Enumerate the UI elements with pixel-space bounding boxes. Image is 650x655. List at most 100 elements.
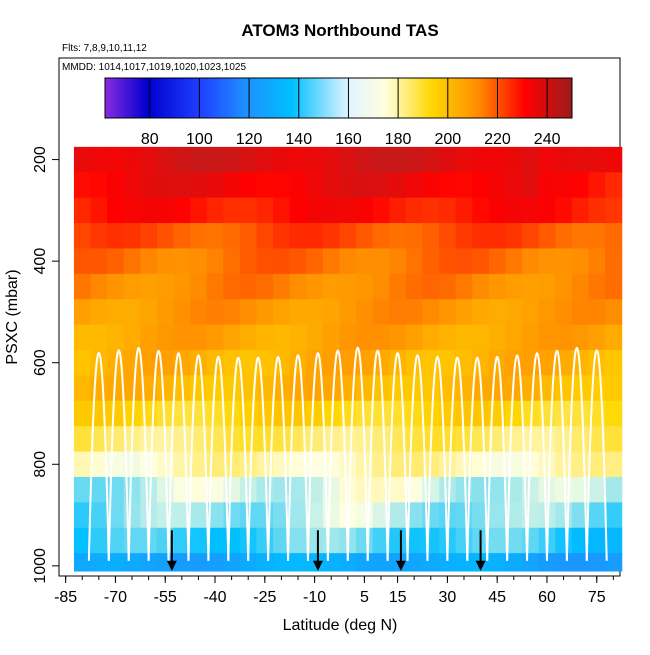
flight-profile-line xyxy=(147,349,170,561)
heatmap-cell xyxy=(505,197,523,224)
heatmap-cell xyxy=(538,451,556,478)
heatmap-cell xyxy=(173,223,191,250)
heatmap-cell xyxy=(605,350,623,377)
heatmap-cell xyxy=(123,553,141,572)
flight-profile-line xyxy=(207,355,230,561)
heatmap-cell xyxy=(107,400,125,427)
heatmap-cell xyxy=(306,146,324,173)
colorbar-tick-label: 140 xyxy=(285,131,312,148)
heatmap-cell xyxy=(123,324,141,351)
heatmap-cell xyxy=(455,248,473,275)
heatmap-cell xyxy=(306,172,324,199)
heatmap-cell xyxy=(156,248,175,275)
heatmap-cell xyxy=(73,553,92,572)
heatmap-cell xyxy=(555,299,573,326)
heatmap-cell xyxy=(488,223,507,250)
flight-profile-line xyxy=(306,352,329,561)
heatmap-cell xyxy=(472,451,490,478)
heatmap-cell xyxy=(488,146,507,173)
heatmap-cell xyxy=(472,273,490,300)
heatmap-cell xyxy=(422,223,440,250)
heatmap-cell xyxy=(223,400,241,427)
heatmap-cell xyxy=(472,146,490,173)
heatmap-cell xyxy=(123,273,141,300)
y-tick-label: 200 xyxy=(32,146,49,173)
heatmap-cell xyxy=(405,400,424,427)
heatmap-cell xyxy=(356,502,374,529)
heatmap-cell xyxy=(190,172,208,199)
heatmap-cell xyxy=(472,299,490,326)
heatmap-cell xyxy=(588,197,606,224)
heatmap-cell xyxy=(206,146,224,173)
heatmap-cell xyxy=(140,426,158,453)
heatmap-cell xyxy=(405,273,424,300)
heatmap-cell xyxy=(522,197,540,224)
colorbar-ticks: 80 100 120 140 160 180 200 220 240 xyxy=(141,78,561,148)
heatmap-cell xyxy=(538,273,556,300)
heatmap-cell xyxy=(239,553,258,572)
heatmap-cell xyxy=(190,476,208,503)
heatmap-cell xyxy=(389,273,407,300)
heatmap-cell xyxy=(206,502,224,529)
heatmap-cell xyxy=(289,197,307,224)
heatmap-cell xyxy=(555,324,573,351)
heatmap-cell xyxy=(422,324,440,351)
flight-profile-line xyxy=(227,356,250,561)
heatmap-cell xyxy=(273,527,291,554)
heatmap-cell xyxy=(538,197,556,224)
heatmap-cell xyxy=(439,426,457,453)
heatmap-cell xyxy=(339,553,357,572)
heatmap-cell xyxy=(505,553,523,572)
heatmap-cell xyxy=(555,527,573,554)
heatmap-cell xyxy=(273,172,291,199)
heatmap-cell xyxy=(372,299,390,326)
heatmap-cell xyxy=(389,172,407,199)
heatmap-cell xyxy=(555,375,573,402)
heatmap-cell xyxy=(123,502,141,529)
heatmap-cell xyxy=(306,197,324,224)
heatmap-cell xyxy=(73,223,92,250)
heatmap-cell xyxy=(206,172,224,199)
latitude-marker-arrow xyxy=(475,560,486,571)
heatmap-cell xyxy=(339,197,357,224)
heatmap-cell xyxy=(173,451,191,478)
heatmap-cell xyxy=(90,350,108,377)
heatmap-cell xyxy=(488,451,507,478)
heatmap-cell xyxy=(522,299,540,326)
heatmap-cell xyxy=(73,324,92,351)
heatmap-cell xyxy=(389,426,407,453)
heatmap-cell xyxy=(455,400,473,427)
heatmap-cell xyxy=(588,527,606,554)
heatmap-cell xyxy=(206,553,224,572)
heatmap-cell xyxy=(405,502,424,529)
heatmap-cell xyxy=(306,502,324,529)
heatmap-cell xyxy=(256,172,274,199)
heatmap-cell xyxy=(73,400,92,427)
heatmap-cell xyxy=(256,375,274,402)
heatmap-cell xyxy=(306,223,324,250)
colorbar-tick-label: 200 xyxy=(434,131,461,148)
heatmap-cell xyxy=(90,502,108,529)
heatmap-cell xyxy=(206,324,224,351)
heatmap-cell xyxy=(256,553,274,572)
heatmap-cell xyxy=(339,299,357,326)
heatmap-cell xyxy=(422,146,440,173)
heatmap-cell xyxy=(588,350,606,377)
heatmap-cell xyxy=(372,324,390,351)
heatmap-cell xyxy=(190,146,208,173)
flight-profile-line xyxy=(545,349,568,561)
heatmap-cell xyxy=(239,375,258,402)
heatmap-cell xyxy=(206,197,224,224)
heatmap-cell xyxy=(123,375,141,402)
heatmap-cell xyxy=(156,172,175,199)
heatmap-cell xyxy=(73,146,92,173)
heatmap-cell xyxy=(538,553,556,572)
heatmap-cell xyxy=(239,299,258,326)
heatmap-cell xyxy=(223,553,241,572)
x-tick-label: 15 xyxy=(389,589,407,606)
heatmap-cell xyxy=(455,197,473,224)
heatmap-cell xyxy=(73,197,92,224)
heatmap-cell xyxy=(306,273,324,300)
heatmap-cell xyxy=(140,375,158,402)
heatmap-cell xyxy=(488,375,507,402)
